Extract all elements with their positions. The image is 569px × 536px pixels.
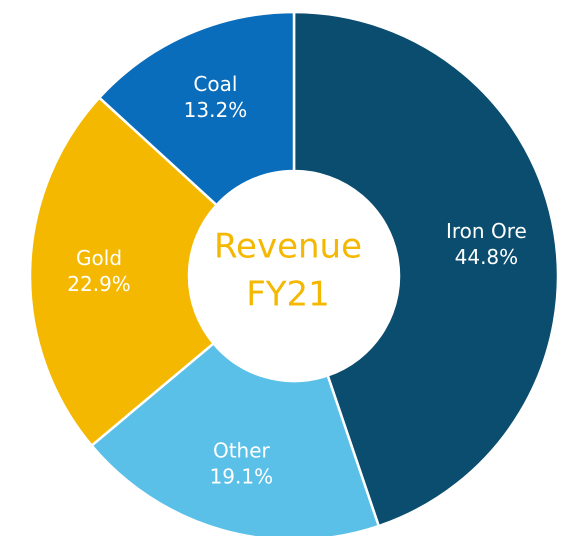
center-title: Revenue: [214, 227, 362, 267]
slice-label: Other: [213, 438, 271, 462]
slice-label: Gold: [76, 246, 122, 270]
donut-slice: [292, 10, 560, 528]
slice-value-label: 19.1%: [210, 464, 274, 488]
donut-slice: [89, 341, 381, 536]
slice-value-label: 13.2%: [184, 98, 248, 122]
center-title: FY21: [246, 275, 330, 315]
slice-value-label: 44.8%: [455, 245, 519, 269]
slice-label: Iron Ore: [446, 219, 527, 243]
donut-slice: [28, 95, 219, 448]
slice-label: Coal: [193, 72, 237, 96]
slice-value-label: 22.9%: [67, 272, 131, 296]
donut-slice: [97, 10, 296, 207]
